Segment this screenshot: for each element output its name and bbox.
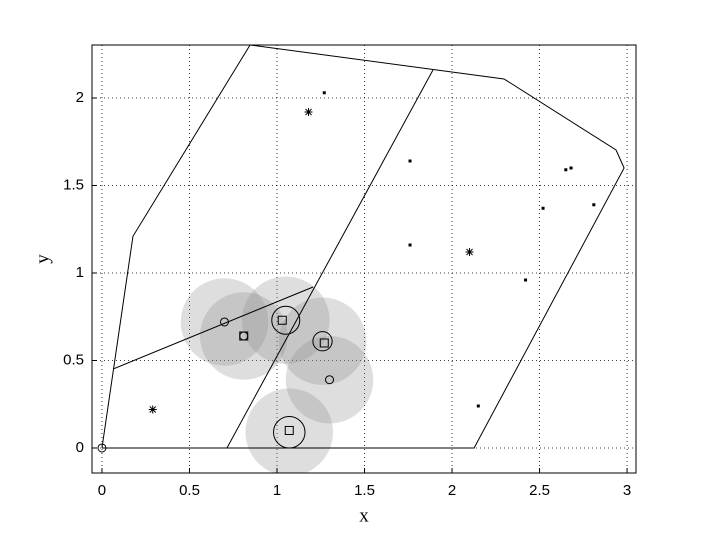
x-tick-label: 0 xyxy=(98,482,106,499)
x-axis-label: x xyxy=(359,505,369,526)
ring xyxy=(271,305,301,335)
dot-marker xyxy=(541,206,545,210)
x-tick-label: 1.5 xyxy=(354,482,375,499)
dot-marker xyxy=(322,91,326,95)
x-tick-label: 2.5 xyxy=(529,482,550,499)
coverage-disk xyxy=(245,388,334,473)
ring xyxy=(273,415,306,449)
region-boundary xyxy=(226,69,434,449)
circle-marker xyxy=(219,317,229,327)
y-tick-label: 0.5 xyxy=(63,351,84,368)
square-marker xyxy=(284,425,294,435)
square-marker xyxy=(319,338,329,348)
region-boundary xyxy=(112,286,314,370)
dot-marker xyxy=(408,159,412,163)
dot-marker xyxy=(569,166,573,170)
x-tick-label: 0.5 xyxy=(179,482,200,499)
square-marker xyxy=(277,315,287,325)
star-marker xyxy=(465,248,474,257)
x-tick-label: 1 xyxy=(273,482,281,499)
ring xyxy=(312,331,333,352)
coverage-disk xyxy=(285,335,374,424)
plot-area xyxy=(92,45,636,473)
square-marker xyxy=(239,331,249,341)
dot-marker xyxy=(408,243,412,247)
region-boundary xyxy=(101,45,625,449)
y-axis-label: y xyxy=(32,254,53,264)
circle-marker xyxy=(325,375,335,385)
dot-marker xyxy=(592,203,596,207)
coverage-disk xyxy=(199,292,288,380)
coverage-disk xyxy=(180,278,269,366)
x-tick-label: 2 xyxy=(448,482,456,499)
dot-marker xyxy=(524,278,528,282)
star-marker xyxy=(148,405,157,414)
y-tick-label: 2 xyxy=(76,89,84,106)
dot-marker xyxy=(476,404,480,408)
y-tick-label: 1.5 xyxy=(63,176,84,193)
star-marker xyxy=(304,108,313,117)
coverage-disk xyxy=(278,297,367,385)
dot-marker xyxy=(564,168,568,172)
plot-background xyxy=(92,45,636,473)
y-tick-label: 0 xyxy=(76,439,84,456)
circle-marker xyxy=(97,443,107,453)
axes-box xyxy=(91,44,637,474)
x-tick-label: 3 xyxy=(623,482,631,499)
y-tick-label: 1 xyxy=(76,264,84,281)
